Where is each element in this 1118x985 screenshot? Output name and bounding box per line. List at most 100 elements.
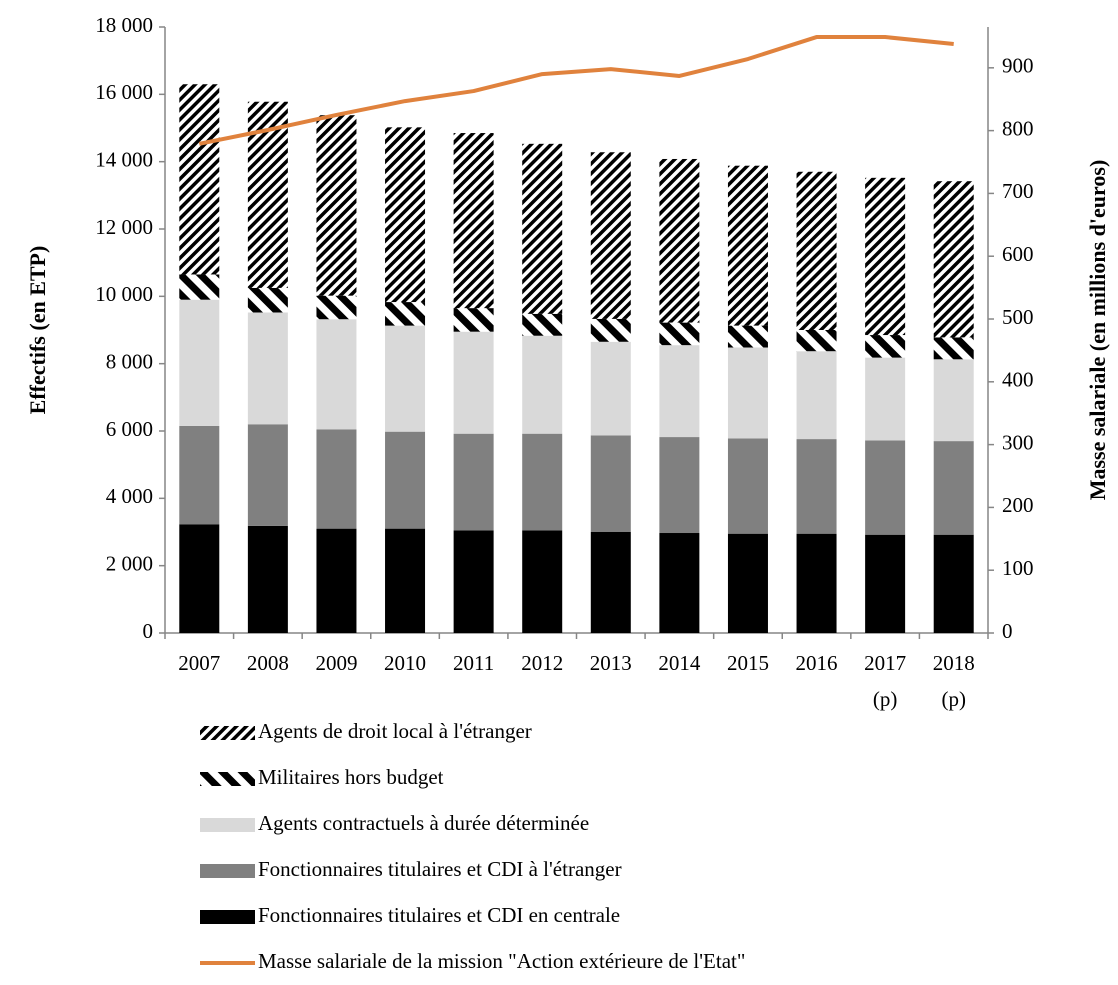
x-tick-label: 2014 xyxy=(658,651,701,675)
y-tick-label: 14 000 xyxy=(95,147,153,171)
x-tick-label: 2018 (p) xyxy=(933,651,975,711)
bar-segment xyxy=(659,322,700,346)
y-tick-label: 10 000 xyxy=(95,282,153,306)
x-tick-label: 2016 xyxy=(796,651,838,675)
bar-segment xyxy=(727,165,768,326)
legend-label: Agents de droit local à l'étranger xyxy=(258,719,532,743)
bar-segment xyxy=(385,431,426,529)
bar-segment xyxy=(590,532,631,633)
bar-segment xyxy=(796,533,837,633)
y-tick-label: 16 000 xyxy=(95,80,153,104)
bar-segment xyxy=(179,425,220,525)
bar-segment xyxy=(385,528,426,633)
y2-tick-label: 600 xyxy=(1002,242,1034,266)
bar-segment xyxy=(316,528,357,633)
bar-segment xyxy=(865,534,906,633)
bar-segment xyxy=(453,133,494,309)
y-tick-label: 12 000 xyxy=(95,215,153,239)
y2-tick-label: 300 xyxy=(1002,430,1034,454)
bar-segment xyxy=(933,181,974,338)
legend-label: Fonctionnaires titulaires et CDI à l'étr… xyxy=(258,857,622,881)
bar-segment xyxy=(865,335,906,358)
bar-segment xyxy=(247,312,288,425)
bar-segment xyxy=(933,359,974,442)
x-tick-label: 2012 xyxy=(521,651,563,675)
legend-swatch xyxy=(200,818,255,832)
bar-segment xyxy=(933,337,974,360)
legend-label: Fonctionnaires titulaires et CDI en cent… xyxy=(258,903,620,927)
bar-segment xyxy=(247,525,288,633)
y2-tick-label: 200 xyxy=(1002,493,1034,517)
bar-segment xyxy=(727,533,768,633)
bar-segment xyxy=(796,330,837,352)
legend-swatch xyxy=(200,864,255,878)
bar-segment xyxy=(316,115,357,296)
y-tick-label: 0 xyxy=(143,619,154,643)
bar-segment xyxy=(316,429,357,529)
bar-segment xyxy=(796,439,837,534)
x-tick-label: 2013 xyxy=(590,651,632,675)
legend-label: Masse salariale de la mission "Action ex… xyxy=(258,949,745,973)
y2-tick-label: 900 xyxy=(1002,54,1034,78)
x-tick-label: 2011 xyxy=(453,651,494,675)
bar-segment xyxy=(179,524,220,633)
legend-swatch xyxy=(200,910,255,924)
y-axis-title: Effectifs (en ETP) xyxy=(25,246,50,415)
y-tick-label: 8 000 xyxy=(106,349,153,373)
bar-segment xyxy=(590,435,631,532)
bar-segment xyxy=(590,318,631,342)
bar-segment xyxy=(522,143,563,314)
bar-segment xyxy=(796,171,837,330)
bar-segment xyxy=(865,357,906,441)
line-series xyxy=(198,35,954,146)
bar-segment xyxy=(659,345,700,438)
x-tick-label: 2007 xyxy=(178,651,220,675)
y2-axis-title: Masse salariale (en millions d'euros) xyxy=(1085,160,1110,501)
bar-segment xyxy=(933,534,974,633)
x-tick-label: 2010 xyxy=(384,651,426,675)
bar-segment xyxy=(453,530,494,633)
bar-segment xyxy=(385,127,426,303)
x-tick-label: 2017 (p) xyxy=(864,651,906,711)
bar-segment xyxy=(453,433,494,531)
bar-segment xyxy=(316,295,357,320)
x-tick-label: 2009 xyxy=(315,651,357,675)
bar-segment xyxy=(522,530,563,633)
y-tick-label: 6 000 xyxy=(106,417,153,441)
y-tick-label: 18 000 xyxy=(95,13,153,37)
bar-segment xyxy=(727,325,768,348)
bar-segment xyxy=(865,177,906,336)
y2-tick-label: 400 xyxy=(1002,368,1034,392)
legend-label: Agents contractuels à durée déterminée xyxy=(258,811,589,835)
bar-segment xyxy=(385,325,426,432)
legend-swatch xyxy=(200,726,255,740)
y2-tick-label: 500 xyxy=(1002,305,1034,329)
bar-segment xyxy=(796,351,837,440)
bar-segment xyxy=(727,438,768,534)
bar-segment xyxy=(522,313,563,336)
bar-segment xyxy=(385,302,426,326)
y2-tick-label: 800 xyxy=(1002,116,1034,140)
bar-segment xyxy=(247,424,288,526)
bar-segment xyxy=(522,433,563,531)
x-tick-label: 2015 xyxy=(727,651,769,675)
bar-segment xyxy=(453,331,494,434)
bar-segment xyxy=(933,441,974,535)
bar-segment xyxy=(522,335,563,434)
x-tick-label: 2008 xyxy=(247,651,289,675)
bar-segment xyxy=(179,274,220,300)
bar-segment xyxy=(727,347,768,439)
bar-segment xyxy=(659,158,700,323)
y2-tick-label: 100 xyxy=(1002,556,1034,580)
y-tick-label: 2 000 xyxy=(106,551,153,575)
y2-tick-label: 0 xyxy=(1002,619,1013,643)
bar-segment xyxy=(590,152,631,319)
legend-swatch xyxy=(200,772,255,786)
bar-segment xyxy=(659,437,700,534)
y2-tick-label: 700 xyxy=(1002,179,1034,203)
y-tick-label: 4 000 xyxy=(106,484,153,508)
bar-segment xyxy=(453,308,494,332)
bar-segment xyxy=(659,533,700,633)
